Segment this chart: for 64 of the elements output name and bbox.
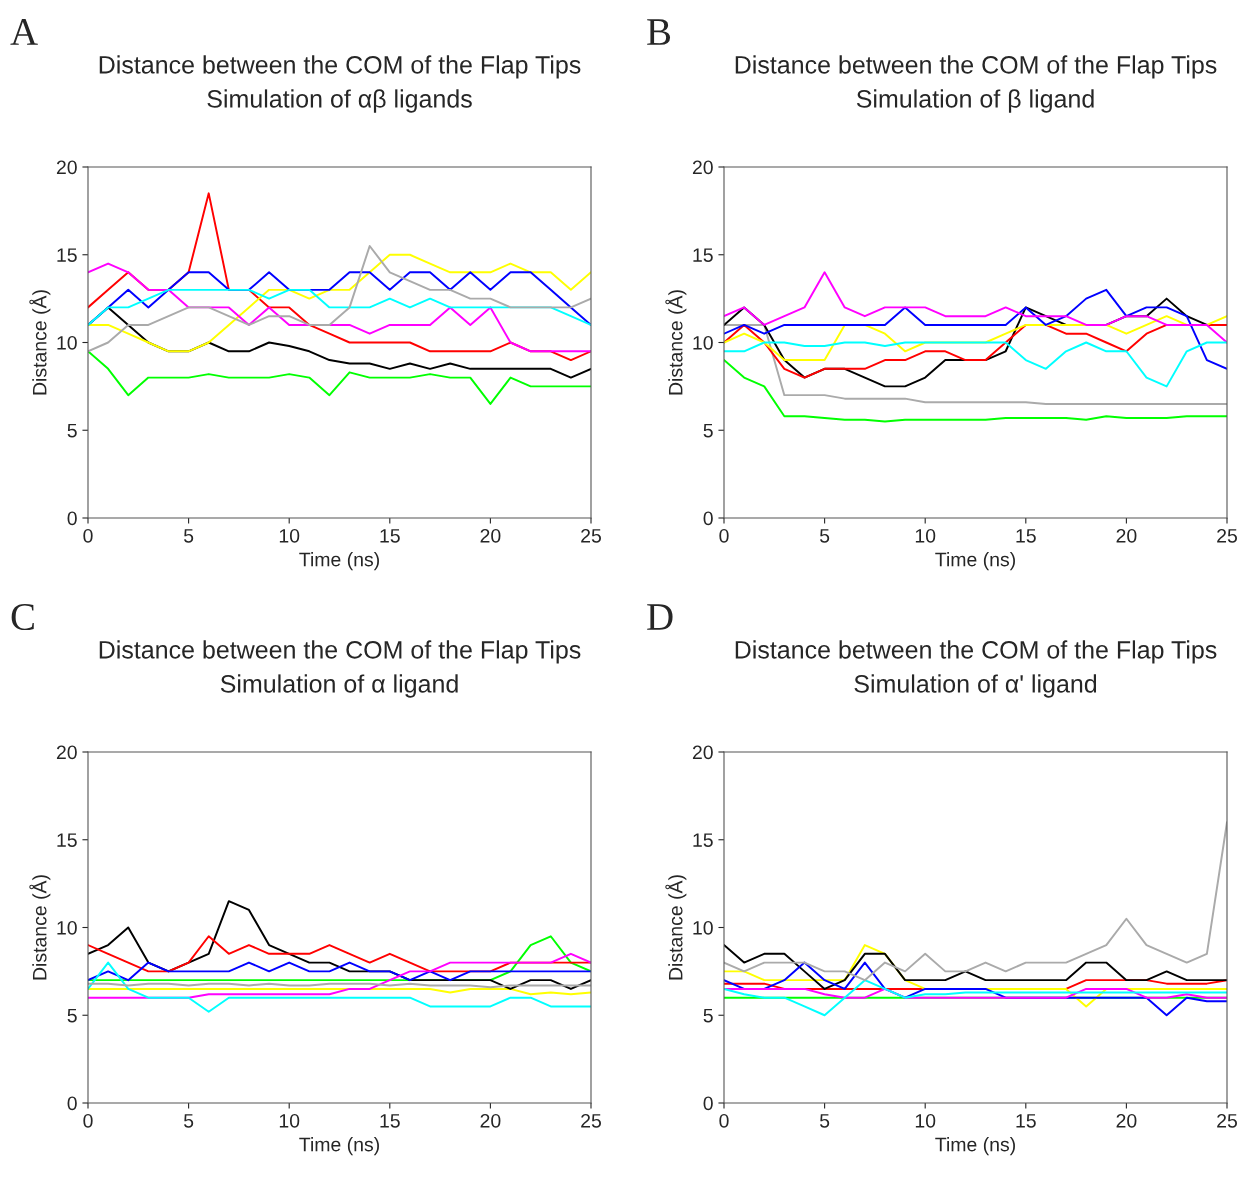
x-tick-label: 10 [915,528,936,543]
x-tick-label: 20 [480,528,501,543]
text: A [10,19,38,45]
x-tick-label: 10 [279,1113,300,1128]
y-tick-label: 20 [692,745,713,760]
x-tick-label: 25 [581,528,601,543]
x-tick-label: 20 [1116,1113,1137,1128]
y-tick-label: 5 [703,423,713,438]
y-tick-label: 10 [693,335,713,350]
x-tick-label: 5 [819,529,830,543]
text: B [647,19,671,45]
y-axis-title: Distance (Å) [665,875,687,980]
x-tick-label: 25 [1217,528,1237,543]
chart-subtitle: Simulation of αβ ligands [207,89,472,113]
chart-title: Distance between the COM of the Flap Tips [735,55,1217,79]
y-tick-label: 5 [67,423,77,438]
x-tick-label: 5 [183,1114,194,1128]
y-tick-label: 0 [67,511,77,526]
y-axis-title: Distance (Å) [29,875,51,980]
x-tick-label: 15 [1016,1114,1036,1128]
x-tick-label: 10 [279,528,300,543]
y-tick-label: 15 [57,833,77,847]
y-tick-label: 5 [67,1008,77,1023]
chart-subtitle: Simulation of α ligand [220,674,458,698]
y-tick-label: 20 [56,745,77,760]
x-tick-label: 15 [380,1114,400,1128]
y-tick-label: 0 [703,1096,713,1111]
x-tick-label: 0 [719,1113,729,1128]
x-axis-title: Time (ns) [935,552,1015,571]
y-tick-label: 15 [693,833,713,847]
x-tick-label: 15 [1016,529,1036,543]
y-tick-label: 10 [57,335,77,350]
x-tick-label: 5 [819,1114,830,1128]
x-tick-label: 0 [719,528,729,543]
y-tick-label: 20 [56,160,77,175]
y-tick-label: 0 [67,1096,77,1111]
x-tick-label: 15 [380,529,400,543]
y-tick-label: 10 [693,920,713,935]
y-axis-title: Distance (Å) [665,290,687,395]
chart-title: Distance between the COM of the Flap Tips [99,55,581,79]
x-axis-title: Time (ns) [299,1137,379,1156]
chart-subtitle: Simulation of α' ligand [854,674,1097,698]
y-tick-label: 15 [57,248,77,262]
y-tick-label: 15 [693,248,713,262]
x-axis-title: Time (ns) [299,552,379,571]
x-tick-label: 5 [183,529,194,543]
x-tick-label: 25 [1217,1113,1237,1128]
chart-title: Distance between the COM of the Flap Tips [99,640,581,664]
x-tick-label: 0 [83,528,93,543]
y-tick-label: 0 [703,511,713,526]
x-tick-label: 20 [480,1113,501,1128]
y-tick-label: 20 [692,160,713,175]
y-axis-title: Distance (Å) [29,290,51,395]
chart-title: Distance between the COM of the Flap Tips [735,640,1217,664]
x-tick-label: 0 [83,1113,93,1128]
text: D [647,604,673,630]
y-tick-label: 5 [703,1008,713,1023]
chart-subtitle: Simulation of β ligand [856,89,1094,113]
x-tick-label: 25 [581,1113,601,1128]
y-tick-label: 10 [57,920,77,935]
x-axis-title: Time (ns) [935,1137,1015,1156]
text: C [11,603,34,631]
x-tick-label: 20 [1116,528,1137,543]
x-tick-label: 10 [915,1113,936,1128]
